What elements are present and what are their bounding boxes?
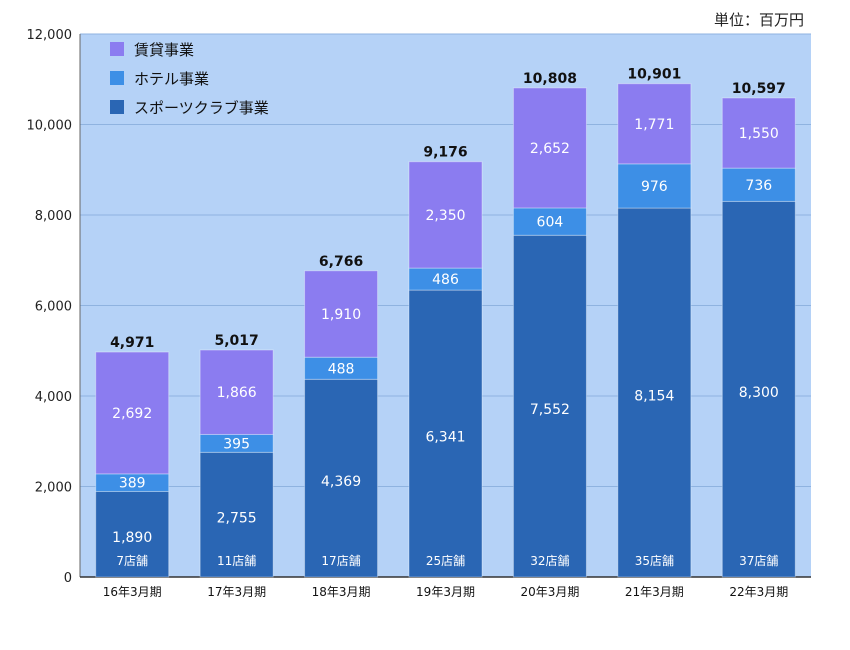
y-tick-label: 6,000 bbox=[35, 300, 72, 315]
bar-segment bbox=[199, 349, 274, 435]
y-tick-label: 10,000 bbox=[27, 119, 73, 134]
bar-segment bbox=[721, 97, 796, 169]
y-tick-label: 4,000 bbox=[35, 390, 72, 405]
data-label: 1,866 bbox=[217, 385, 257, 401]
y-tick-label: 8,000 bbox=[35, 209, 72, 224]
data-label: 488 bbox=[328, 361, 355, 377]
bar-segment bbox=[408, 289, 483, 578]
data-label: 486 bbox=[432, 272, 459, 288]
store-count-label: 7店舗 bbox=[116, 554, 148, 568]
data-label: 1,550 bbox=[739, 126, 779, 142]
unit-label: 単位：百万円 bbox=[713, 11, 804, 29]
total-label: 10,901 bbox=[627, 67, 681, 83]
legend-label: スポーツクラブ事業 bbox=[134, 99, 269, 117]
bar-segment bbox=[512, 87, 587, 209]
data-label: 2,692 bbox=[112, 406, 152, 422]
bar-segment bbox=[512, 207, 587, 236]
total-label: 4,971 bbox=[110, 335, 154, 351]
total-label: 5,017 bbox=[214, 333, 258, 349]
data-label: 395 bbox=[223, 436, 250, 452]
y-tick-label: 12,000 bbox=[27, 28, 73, 43]
total-label: 9,176 bbox=[423, 145, 467, 161]
bar-segment bbox=[95, 490, 170, 578]
bar-segment bbox=[721, 200, 796, 578]
store-count-label: 35店舗 bbox=[635, 554, 674, 568]
bar-segment bbox=[304, 356, 379, 380]
data-label: 8,300 bbox=[739, 385, 779, 401]
store-count-label: 11店舗 bbox=[217, 554, 256, 568]
data-label: 736 bbox=[745, 178, 772, 194]
data-label: 8,154 bbox=[634, 389, 674, 405]
bar-segment bbox=[512, 234, 587, 578]
bar-segment bbox=[199, 451, 274, 578]
store-count-label: 32店舗 bbox=[530, 554, 569, 568]
x-tick-label: 16年3月期 bbox=[103, 585, 162, 599]
bar-segment bbox=[617, 163, 692, 209]
data-label: 1,910 bbox=[321, 307, 361, 323]
data-label: 976 bbox=[641, 179, 668, 195]
bar-segment bbox=[304, 270, 379, 358]
x-tick-label: 19年3月期 bbox=[416, 585, 475, 599]
data-label: 1,890 bbox=[112, 530, 152, 546]
data-label: 2,350 bbox=[425, 208, 465, 224]
legend-label: 賃貸事業 bbox=[134, 41, 194, 59]
data-label: 1,771 bbox=[634, 117, 674, 133]
data-label: 2,652 bbox=[530, 141, 570, 157]
x-tick-label: 22年3月期 bbox=[729, 585, 788, 599]
bar-segment bbox=[408, 161, 483, 269]
y-tick-label: 2,000 bbox=[35, 481, 72, 496]
x-tick-label: 17年3月期 bbox=[207, 585, 266, 599]
data-label: 389 bbox=[119, 476, 146, 492]
store-count-label: 25店舗 bbox=[426, 554, 465, 568]
store-count-label: 37店舗 bbox=[739, 554, 778, 568]
y-tick-label: 0 bbox=[64, 571, 72, 586]
legend-swatch bbox=[110, 100, 124, 114]
data-label: 7,552 bbox=[530, 402, 570, 418]
bar-segment bbox=[95, 351, 170, 475]
x-tick-label: 20年3月期 bbox=[520, 585, 579, 599]
bar-segment bbox=[617, 83, 692, 165]
store-count-label: 17店舗 bbox=[321, 554, 360, 568]
legend-swatch bbox=[110, 42, 124, 56]
data-label: 6,341 bbox=[425, 430, 465, 446]
x-tick-label: 21年3月期 bbox=[625, 585, 684, 599]
x-tick-label: 18年3月期 bbox=[312, 585, 371, 599]
total-label: 6,766 bbox=[319, 254, 363, 270]
data-label: 2,755 bbox=[217, 511, 257, 527]
total-label: 10,808 bbox=[523, 71, 577, 87]
bar-segment bbox=[617, 207, 692, 578]
total-label: 10,597 bbox=[732, 81, 786, 97]
data-label: 604 bbox=[537, 215, 564, 231]
legend-label: ホテル事業 bbox=[134, 70, 209, 88]
data-label: 4,369 bbox=[321, 474, 361, 490]
legend-swatch bbox=[110, 71, 124, 85]
bar-segment bbox=[304, 378, 379, 578]
